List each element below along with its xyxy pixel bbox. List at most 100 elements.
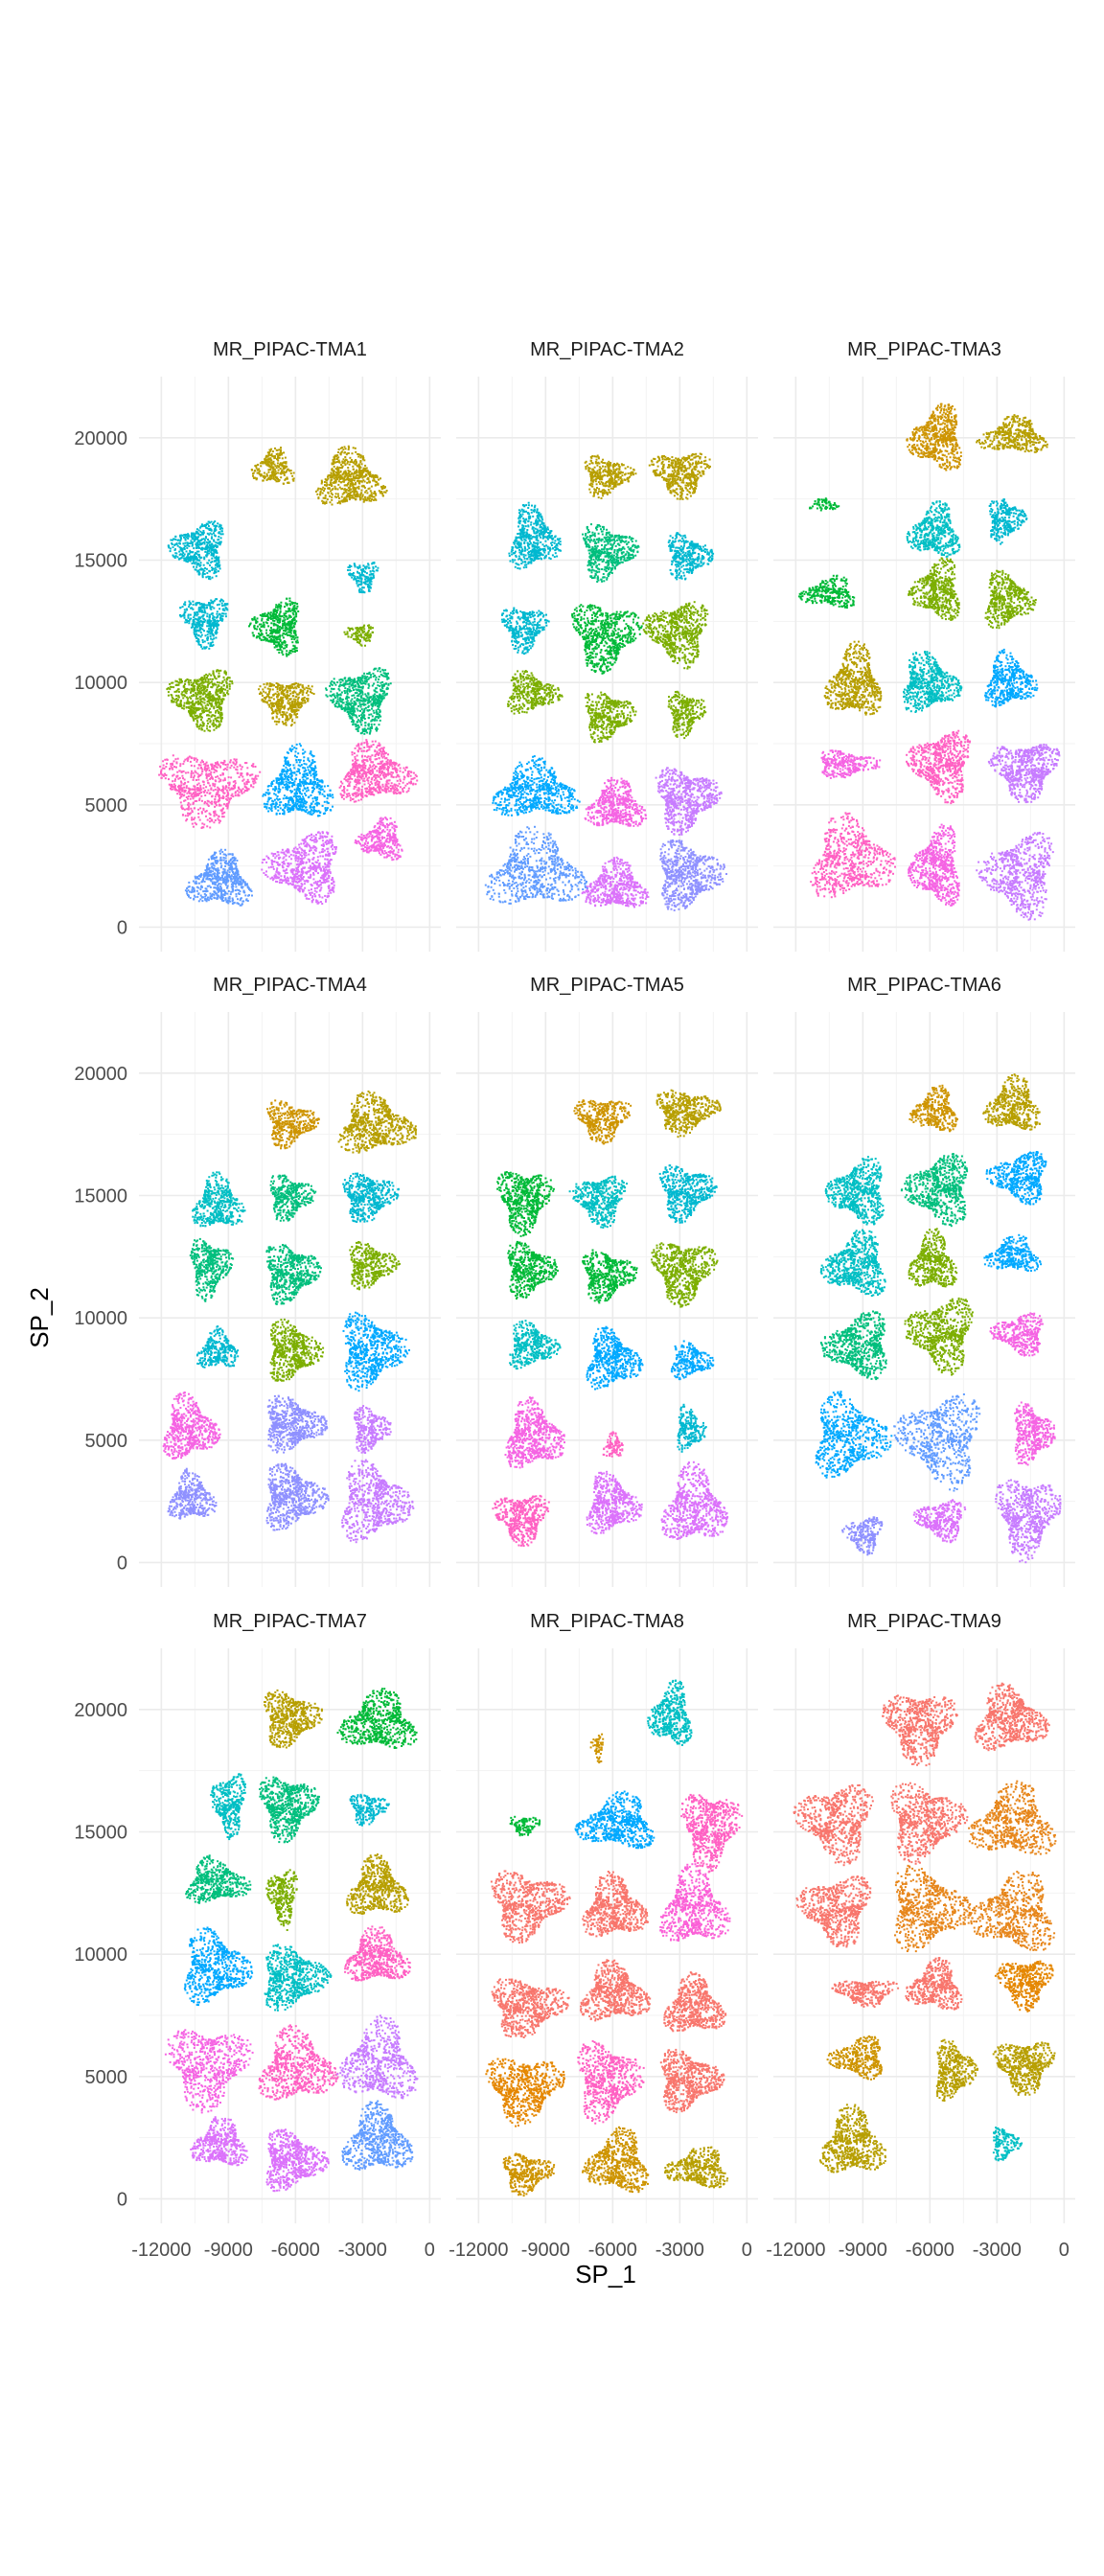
cell-point [198, 540, 200, 541]
cell-point [185, 542, 187, 544]
cell-point [198, 616, 200, 618]
cell-point [361, 463, 363, 465]
cell-point [278, 652, 280, 654]
cell-point [353, 477, 355, 479]
cell-point [354, 472, 356, 473]
cell-point [296, 606, 298, 608]
cell-point [277, 606, 279, 608]
cell-point [351, 459, 353, 461]
cell-point [277, 641, 279, 643]
cell-point [358, 488, 360, 490]
cell-point [221, 620, 223, 622]
cell-point [273, 461, 275, 463]
cell-point [293, 472, 295, 474]
cell-point [199, 565, 201, 567]
cell-point [194, 630, 196, 632]
cell-point [279, 634, 281, 636]
cell-point [217, 522, 218, 524]
cell-point [214, 600, 216, 602]
cell-point [331, 499, 333, 501]
cell-point [366, 581, 368, 583]
cell-point [370, 583, 372, 585]
cell-point [353, 486, 355, 488]
cell-point [319, 494, 321, 495]
cell-point [215, 621, 217, 623]
cell-point [189, 560, 191, 562]
cell-point [372, 566, 374, 568]
cell-point [323, 490, 325, 492]
cell-point [182, 615, 184, 617]
cell-point [336, 468, 338, 470]
cell-point [366, 572, 368, 574]
cell-point [174, 548, 176, 550]
cell-point [382, 495, 384, 497]
cell-point [176, 542, 178, 544]
cell-point [210, 632, 212, 633]
cell-point [282, 634, 284, 636]
cell-point [200, 644, 202, 646]
cell-point [196, 551, 198, 553]
cell-point [351, 480, 353, 482]
cell-point [254, 470, 256, 472]
cell-point [194, 624, 196, 626]
cell-point [346, 463, 348, 465]
cell-point [349, 473, 351, 475]
cell-point [292, 636, 294, 638]
cell-point [339, 474, 341, 476]
cell-point [286, 646, 288, 648]
cell-point [324, 488, 326, 490]
cell-point [327, 476, 329, 478]
cell-point [334, 458, 335, 460]
cell-point [356, 494, 357, 495]
tissue-core [179, 598, 228, 650]
cell-point [192, 543, 194, 545]
cell-point [188, 606, 190, 608]
cell-point [179, 542, 181, 544]
cell-point [213, 555, 215, 557]
cell-point [281, 454, 283, 456]
cell-point [283, 465, 285, 467]
cell-point [375, 565, 377, 567]
cell-point [320, 488, 322, 490]
cell-point [196, 637, 198, 639]
cell-point [359, 496, 361, 498]
cell-point [369, 488, 371, 490]
cell-point [210, 638, 212, 640]
cell-point [206, 613, 208, 615]
cell-point [207, 622, 209, 624]
cell-point [277, 459, 279, 461]
cell-point [216, 560, 218, 562]
cell-point [209, 578, 211, 580]
cell-point [216, 625, 218, 627]
cell-point [192, 609, 194, 610]
cell-point [353, 572, 355, 574]
cell-point [320, 491, 322, 493]
cell-point [344, 500, 346, 502]
cell-point [363, 475, 365, 477]
cell-point [196, 611, 198, 613]
cell-point [357, 453, 359, 455]
cell-point [359, 494, 361, 495]
cell-point [353, 493, 355, 494]
cell-point [366, 471, 368, 472]
tissue-core [248, 598, 299, 657]
cell-point [259, 637, 261, 639]
cell-point [353, 447, 355, 448]
cell-point [225, 613, 227, 615]
cell-point [199, 531, 201, 533]
cell-point [361, 495, 363, 497]
cell-point [186, 544, 188, 546]
cell-point [263, 622, 264, 624]
cell-point [211, 629, 213, 631]
cell-point [357, 572, 359, 574]
cell-point [211, 543, 213, 545]
cell-point [188, 536, 190, 538]
cell-point [341, 450, 343, 452]
cell-point [202, 629, 204, 631]
cell-point [356, 583, 357, 585]
cell-point [209, 544, 211, 546]
cell-point [256, 477, 258, 479]
facet-panels: MR_PIPAC-TMA105000100001500020000MR_PIPA… [74, 339, 1075, 2261]
cell-point [264, 626, 265, 628]
